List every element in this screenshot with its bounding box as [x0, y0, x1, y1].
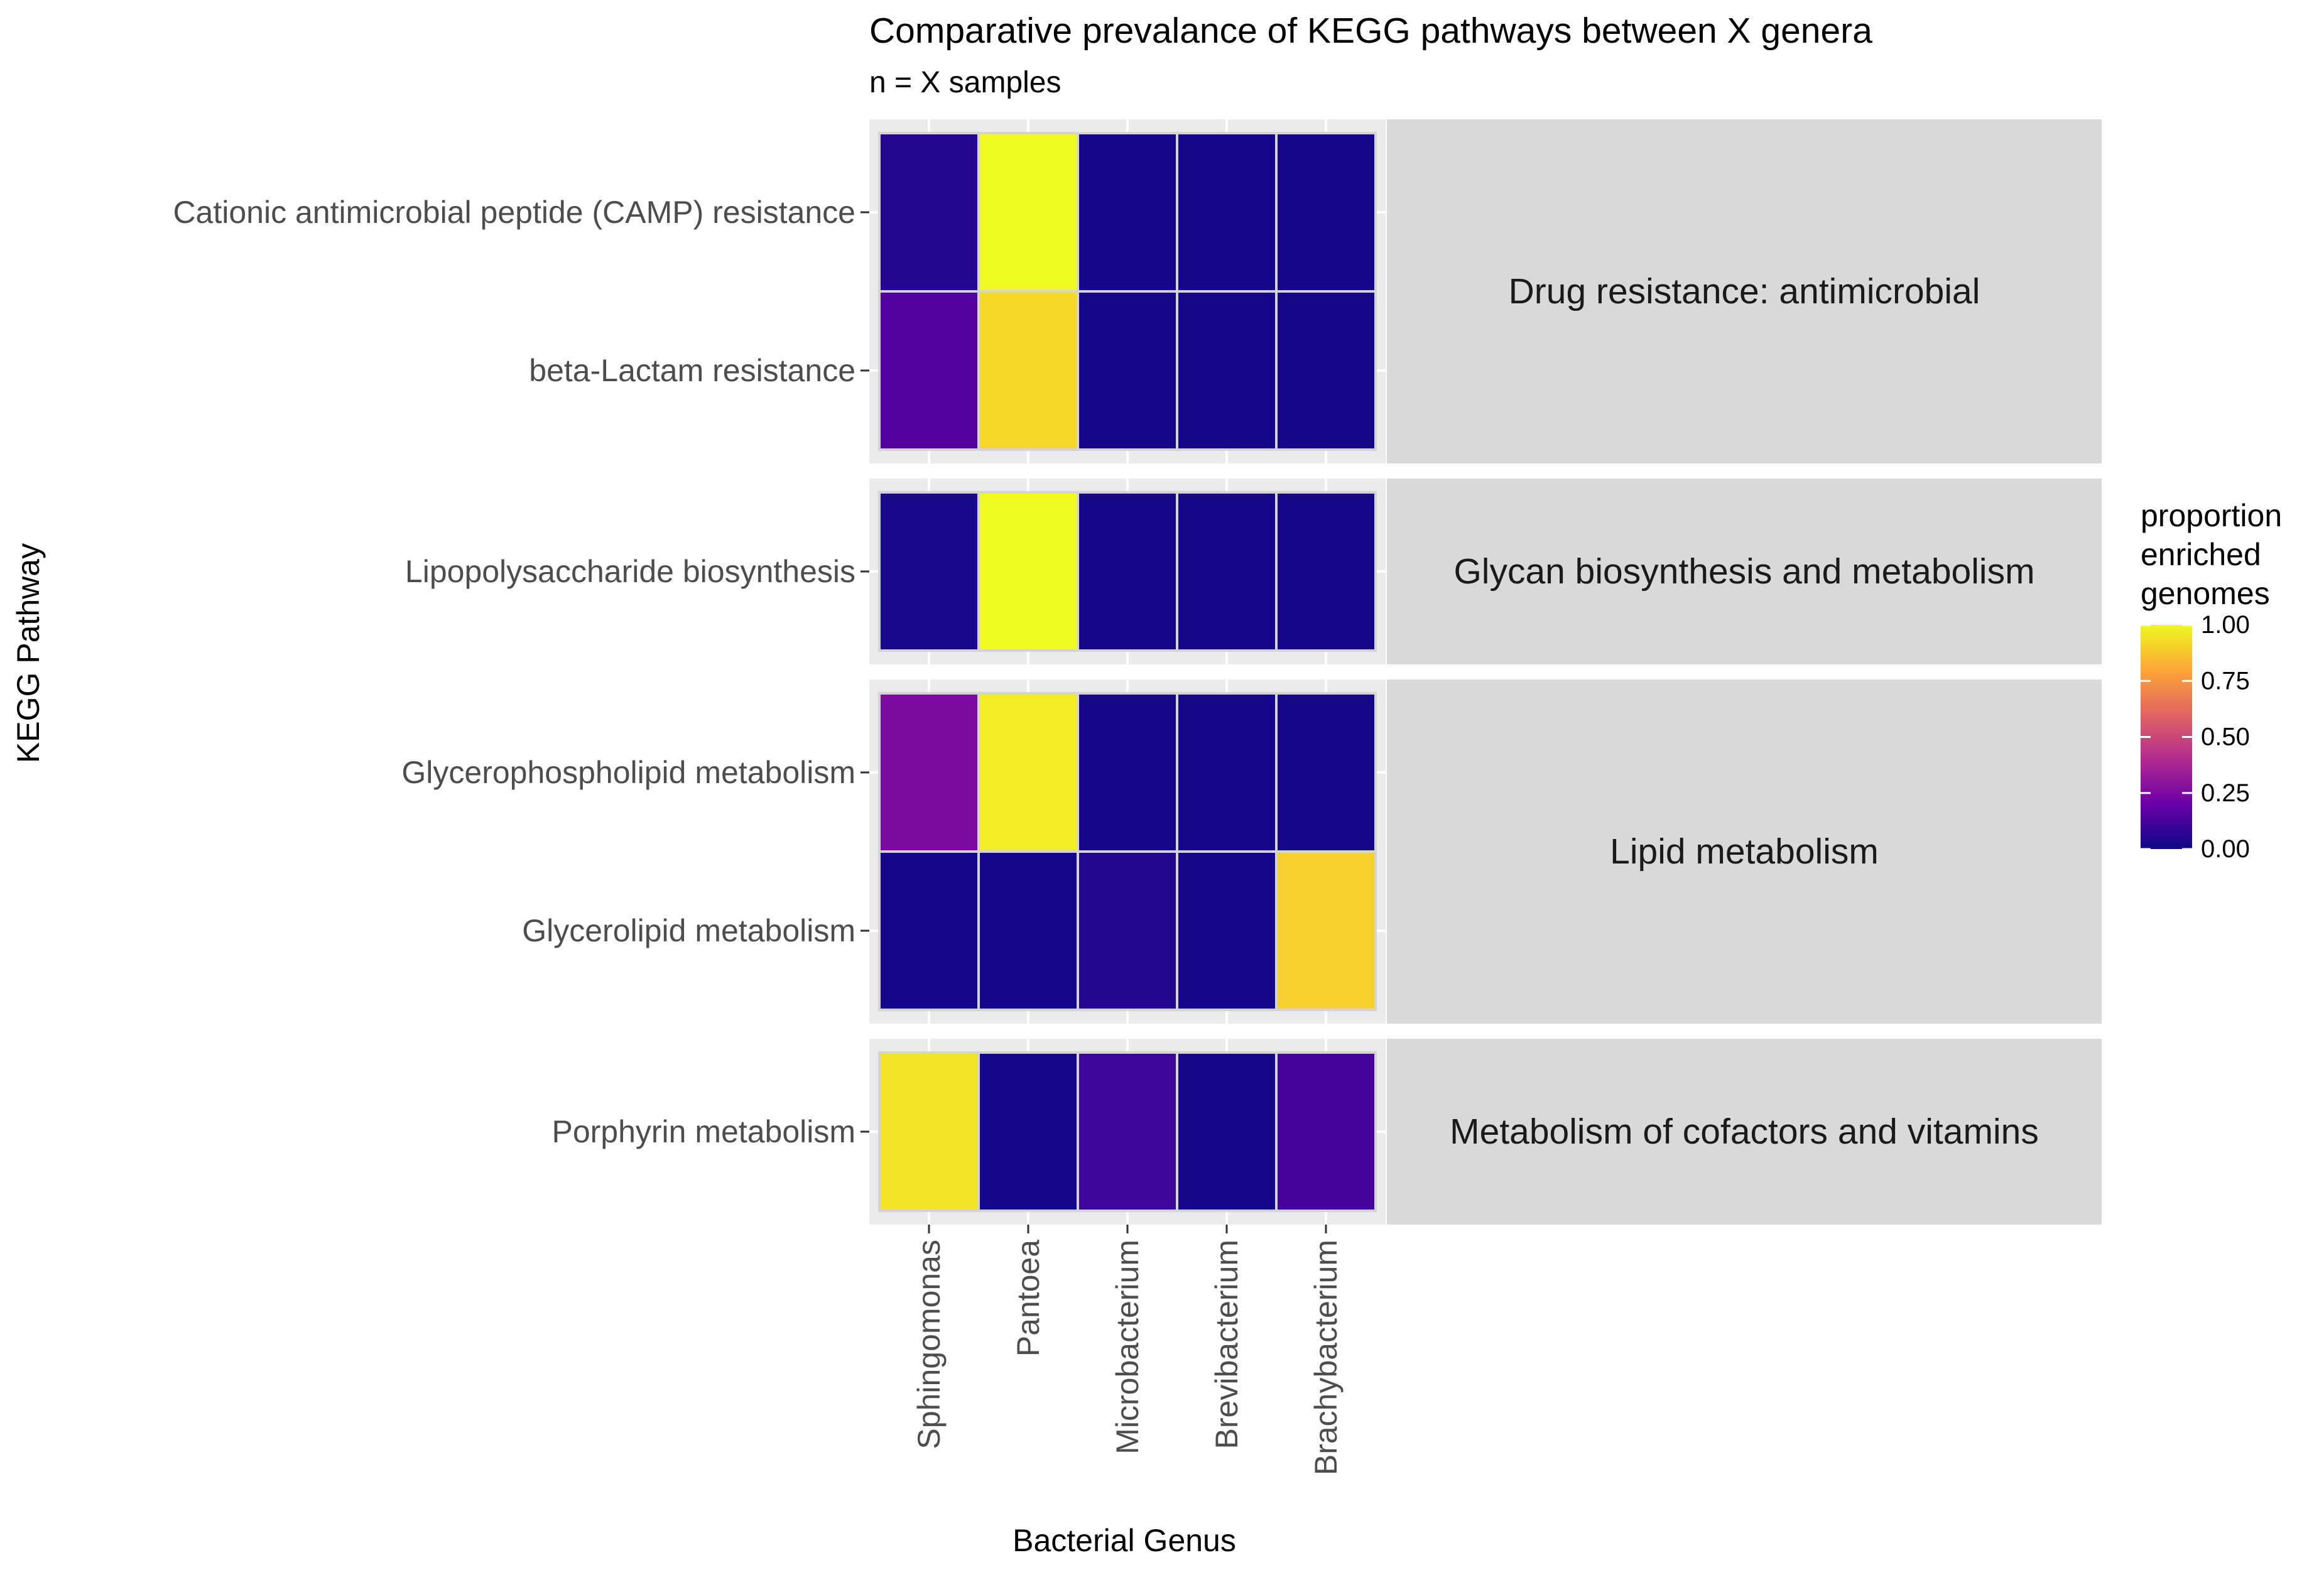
heatmap-tile	[977, 1051, 1079, 1212]
y-axis-title: KEGG Pathway	[11, 543, 46, 763]
heatmap-tile	[1176, 290, 1278, 451]
legend-tick-label: 0.25	[2201, 779, 2250, 807]
heatmap-tile	[1077, 290, 1178, 451]
x-tick-label: Pantoea	[1011, 1240, 1046, 1356]
heatmap-tile	[977, 132, 1079, 293]
heatmap-tile	[1275, 132, 1377, 293]
facet-3: Lipid metabolism	[869, 679, 2102, 1024]
facet-strip-label: Lipid metabolism	[1610, 831, 1879, 872]
heatmap-tile	[878, 692, 980, 853]
facet-strip	[1387, 679, 2102, 1024]
heatmap-tile	[878, 491, 980, 652]
heatmap-tile	[878, 1051, 980, 1212]
heatmap-tile	[1176, 491, 1278, 652]
heatmap-tile	[1176, 132, 1278, 293]
legend-ticks: 0.00 0.25 0.50 0.75 1.00	[2141, 611, 2250, 863]
heatmap-tile	[1275, 290, 1377, 451]
heatmap-tile	[1275, 491, 1377, 652]
facet-panels: Drug resistance: antimicrobial Glycan bio…	[869, 119, 2102, 1225]
x-tick-label: Microbacterium	[1110, 1240, 1145, 1454]
heatmap-tile	[977, 692, 1079, 853]
facet-2: Glycan biosynthesis and metabolism	[869, 479, 2102, 664]
heatmap-tile	[1077, 692, 1178, 853]
legend-title-line-1: proportion	[2141, 498, 2282, 533]
facet-strip-label: Metabolism of cofactors and vitamins	[1450, 1112, 2039, 1152]
heatmap-tile	[1176, 692, 1278, 853]
facet-strip-label: Glycan biosynthesis and metabolism	[1453, 551, 2034, 592]
color-legend: proportion enriched genomes 0.00 0.25 0.50…	[2141, 498, 2282, 863]
legend-tick-label: 1.00	[2201, 611, 2250, 639]
facet-strip-label: Drug resistance: antimicrobial	[1509, 271, 1980, 311]
legend-title-line-2: enriched	[2141, 537, 2261, 572]
y-tick-label: Glycerolipid metabolism	[522, 913, 855, 948]
chart-title: Comparative prevalance of KEGG pathways …	[869, 11, 1872, 51]
facet-strip	[1387, 1039, 2102, 1225]
heatmap-tile	[1275, 692, 1377, 853]
facet-4: Metabolism of cofactors and vitamins	[869, 1039, 2102, 1225]
y-tick-label: beta-Lactam resistance	[529, 353, 855, 388]
y-tick-label: Lipopolysaccharide biosynthesis	[405, 554, 855, 589]
x-tick-label: Sphingomonas	[911, 1240, 947, 1449]
heatmap-tile	[1275, 850, 1377, 1011]
heatmap-tile	[1077, 132, 1178, 293]
x-axis: Sphingomonas Pantoea Microbacterium Breviba…	[911, 1225, 1344, 1475]
legend-tick-label: 0.50	[2201, 723, 2250, 751]
y-axis-tick-labels: Cationic antimicrobial peptide (CAMP) re…	[173, 195, 869, 1149]
x-tick-label: Brachybacterium	[1308, 1240, 1344, 1475]
y-tick-label: Glycerophospholipid metabolism	[401, 755, 855, 790]
heatmap-tile	[1077, 850, 1178, 1011]
chart-subtitle: n = X samples	[869, 66, 1061, 99]
heatmap-tile	[977, 850, 1079, 1011]
heatmap-tile	[1077, 491, 1178, 652]
heatmap-tile	[878, 132, 980, 293]
heatmap-tile	[977, 491, 1079, 652]
facet-strip	[1387, 119, 2102, 463]
heatmap-tile	[878, 290, 980, 451]
heatmap-tile	[1176, 850, 1278, 1011]
facet-strip	[1387, 479, 2102, 664]
heatmap-tile	[977, 290, 1079, 451]
heatmap-tile	[1176, 1051, 1278, 1212]
legend-tick-label: 0.00	[2201, 835, 2250, 863]
legend-title-line-3: genomes	[2141, 576, 2270, 611]
x-tick-label: Brevibacterium	[1209, 1240, 1244, 1449]
facet-1: Drug resistance: antimicrobial	[869, 119, 2102, 463]
heatmap-tile	[1077, 1051, 1178, 1212]
heatmap-tile	[1275, 1051, 1377, 1212]
legend-tick-label: 0.75	[2201, 667, 2250, 695]
heatmap-tile	[878, 850, 980, 1011]
x-axis-title: Bacterial Genus	[1013, 1523, 1236, 1558]
y-tick-label: Cationic antimicrobial peptide (CAMP) re…	[173, 195, 855, 230]
y-tick-label: Porphyrin metabolism	[551, 1114, 855, 1149]
